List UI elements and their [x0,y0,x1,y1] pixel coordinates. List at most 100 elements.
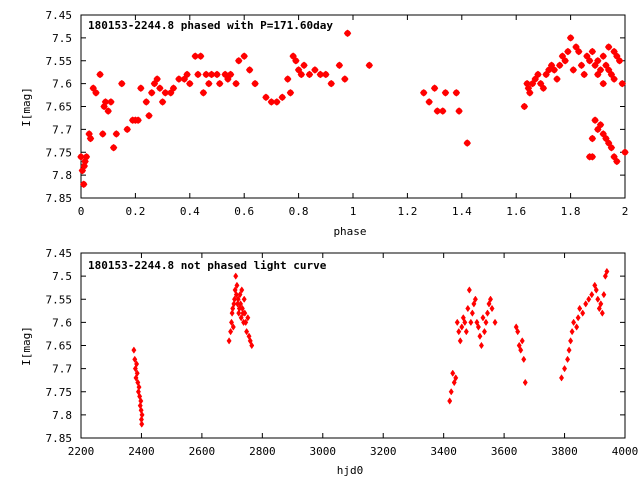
phased-data-point [77,153,85,161]
phased-data-point [101,98,110,106]
phased-data-point [199,89,208,97]
phased-data-point [430,84,439,92]
phased-data-point [137,84,145,92]
phased-data-point [186,79,194,88]
unphased-data-point [459,323,465,331]
phased-data-point [145,111,153,120]
unphased-y-axis-label: I[mag] [20,326,33,366]
unphased-data-point [478,341,484,350]
phased-data-point [425,98,433,106]
phased-data-point [245,66,254,74]
unphased-data-point [598,300,604,308]
phased-data-point [452,89,461,97]
unphased-x-tick-label: 3800 [551,445,578,458]
unphased-y-tick-label: 7.45 [46,247,73,260]
unphased-x-tick-label: 2800 [249,445,276,458]
unphased-data-point [448,388,454,396]
unphased-data-point [580,309,586,317]
phased-data-point [577,61,586,69]
unphased-data-point [241,295,247,303]
phased-data-point [441,89,450,97]
unphased-data-point [134,369,140,377]
phased-data-point [621,148,629,156]
unphased-data-point [604,267,610,276]
unphased-data-point [226,337,232,345]
unphased-data-point [139,411,145,419]
unphased-x-tick-label: 2400 [128,445,155,458]
phased-data-point [226,70,235,79]
phased-data-point [566,34,575,42]
phased-data-point [534,70,542,79]
unphased-data-point [457,337,463,345]
phased-x-tick-label: 0.2 [125,205,145,218]
phased-x-tick-label: 1.4 [452,205,472,218]
unphased-x-tick-label: 3000 [310,445,337,458]
phased-data-point [613,157,621,166]
unphased-data-point [468,318,474,327]
unphased-data-point [245,314,251,322]
phased-x-tick-label: 0.4 [180,205,200,218]
unphased-data-point [139,420,145,428]
unphased-data-point [481,327,487,336]
unphased-y-tick-label: 7.65 [46,340,73,353]
unphased-data-point [228,327,234,336]
phased-data-point [123,125,131,134]
phased-y-axis-label: I[mag] [20,87,33,127]
phased-x-tick-label: 2 [622,205,629,218]
unphased-y-tick-label: 7.85 [46,432,73,445]
phased-data-point [99,130,107,138]
phased-data-point [591,116,599,124]
unphased-data-point [234,281,240,290]
unphased-data-point [249,341,255,350]
phased-data-point [618,79,626,88]
phased-data-point [286,89,295,97]
phased-y-tick-label: 7.8 [52,169,72,182]
unphased-data-point [565,355,571,364]
unphased-data-point [466,286,472,294]
unphased-data-point [229,309,235,317]
unphased-x-tick-label: 4000 [612,445,639,458]
unphased-data-point [230,304,236,313]
phased-data-point [311,66,319,74]
unphased-data-point [233,272,239,280]
phased-data-point [82,153,91,161]
phased-data-point [262,93,270,102]
phased-data-point [588,47,597,56]
phased-data-point [585,57,594,65]
phased-data-point [153,75,161,83]
unphased-data-point [566,346,572,354]
phased-data-point [569,66,578,74]
phased-data-point [202,70,210,79]
phased-data-point [107,98,115,106]
phased-data-point [232,79,240,88]
unphased-data-point [583,300,589,308]
phased-data-point [439,107,447,115]
unphased-data-point [233,290,239,299]
unphased-data-point [243,318,249,327]
unphased-data-point [235,295,241,303]
phased-data-point [463,139,471,147]
phased-data-point [343,29,352,37]
phased-data-point [596,66,605,74]
unphased-y-tick-label: 7.55 [46,293,73,306]
phased-data-point [564,47,572,56]
unphased-data-point [463,327,469,336]
phased-tick-group: 0 0.2 0.4 0.6 0.8 1 1.2 1.4 1.6 1.8 2 7.45 7.5 7.55 7.… [46,9,629,218]
unphased-y-tick-label: 7.75 [46,386,73,399]
unphased-data-point [134,360,140,368]
phased-data-point [520,102,529,111]
unphased-data-point [475,323,481,331]
phased-data-point [216,79,224,88]
unphased-data-point [238,314,244,322]
unphased-data-point [489,304,495,313]
unphased-y-tick-label: 7.8 [52,409,72,422]
phased-data-point [191,52,199,60]
phased-data-point [207,70,216,79]
phased-data-point [273,98,281,106]
phased-data-point [604,43,613,51]
unphased-tick-group: 2200 2400 2600 2800 3000 3200 3400 3600 3800 4000… [46,247,639,458]
unphased-data-point [575,314,581,322]
unphased-y-tick-label: 7.6 [52,316,72,329]
phased-data-point [158,98,167,106]
